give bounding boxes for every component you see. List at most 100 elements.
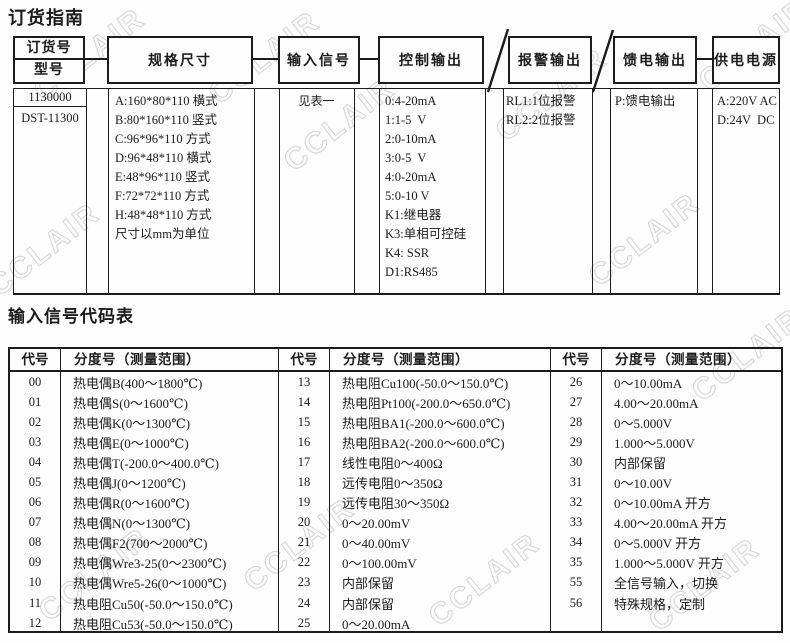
alarm-options-cell: RL1:1位报警 RL2:2位报警 (503, 89, 592, 293)
divider (329, 349, 331, 631)
range-cell: 1.000～5.000V (614, 435, 695, 451)
range-cell: 内部保留 (342, 596, 395, 612)
range-cell: 热电阻BA1(-200.0～600.0℃) (342, 415, 505, 431)
table-row: 15 热电阻BA1(-200.0～600.0℃) (279, 412, 550, 432)
code-cell: 02 (28, 414, 42, 429)
table-row: 21 0～40.00mV (279, 533, 550, 553)
code-cell: 22 (297, 555, 311, 570)
range-cell: 热电偶S(0～1600℃) (73, 395, 188, 411)
table-row: 17 线性电阻0～400Ω (279, 452, 550, 472)
range-cell: 4.00～20.00mA (614, 395, 699, 411)
table-row: 00 热电偶B(400～1800℃) (10, 372, 278, 392)
option-line: K1:继电器 (385, 208, 442, 222)
alarm-header-box: 报警输出 (508, 36, 592, 84)
feed-header-box: 馈电输出 (613, 36, 697, 84)
range-cell: 远传电阻30～350Ω (342, 496, 450, 512)
code-cell: 11 (28, 595, 42, 610)
option-line: P:馈电输出 (615, 94, 676, 108)
table-row: 23 内部保留 (279, 573, 550, 593)
code-cell: 20 (297, 515, 311, 530)
table-row: 18 远传电阻0～350Ω (279, 472, 550, 492)
code-cell: 32 (569, 495, 583, 510)
range-cell: 热电偶Wre3-25(0～2300℃) (73, 556, 227, 572)
option-line: 见表一 (298, 94, 335, 108)
table-row: 14 热电阻Pt100(-200.0～650.0℃) (279, 392, 550, 412)
code-cell: 55 (569, 575, 583, 590)
code-cell: 34 (569, 535, 583, 550)
divider (601, 349, 603, 631)
code-cell: 25 (297, 615, 311, 630)
table-group-3: 代号 分度号（测量范围） 26 0～10.00mA 27 4.00～20.00mA 28… (550, 349, 781, 631)
code-cell: 27 (569, 394, 583, 409)
range-cell: 1.000～5.000V 开方 (614, 556, 724, 572)
table-row: 02 热电偶K(0～1300℃) (10, 412, 278, 432)
table-row: 10 热电偶Wre5-26(0～1000℃) (10, 573, 278, 593)
table-row: 28 0～5.000V (551, 412, 781, 432)
option-line: 4:0-20mA (385, 170, 437, 184)
range-cell: 0～20.00mV (342, 516, 411, 532)
code-cell: 13 (297, 374, 311, 389)
order-no-header-box: 订货号 型号 (13, 36, 85, 84)
table-row: 30 内部保留 (551, 452, 781, 472)
table-row: 01 热电偶S(0～1600℃) (10, 392, 278, 412)
ordering-guide-title: 订货指南 (8, 8, 84, 28)
code-cell: 16 (297, 434, 311, 449)
option-line: D:96*48*110 横式 (115, 151, 212, 165)
table-row: 07 热电偶N(0～1300℃) (10, 513, 278, 533)
input-header-box: 输入信号 (278, 36, 360, 84)
option-line: RL2:2位报警 (506, 113, 576, 127)
table-group-2: 代号 分度号（测量范围） 13 热电阻Cu100(-50.0～150.0℃) 14 热… (278, 349, 550, 633)
code-cell: 01 (28, 394, 42, 409)
spec-options-cell: A:160*80*110 横式 B:80*160*110 竖式 C:96*96*11… (108, 89, 254, 293)
table-group-header: 代号 分度号（测量范围） (279, 349, 550, 372)
code-column-header: 代号 (290, 352, 318, 367)
range-cell: 热电偶T(-200.0～400.0℃) (73, 455, 219, 471)
option-line: F:72*72*110 方式 (115, 189, 210, 203)
code-cell: 29 (569, 434, 583, 449)
range-cell: 0～10.00mA 开方 (614, 496, 711, 512)
range-cell: 0～10.00V (614, 476, 673, 492)
option-line: K3:单相可控硅 (385, 227, 467, 241)
code-cell: 30 (569, 454, 583, 469)
range-cell: 4.00～20.00mA 开方 (614, 516, 728, 532)
code-cell: 33 (569, 515, 583, 530)
code-cell: 09 (28, 555, 42, 570)
range-cell: 0～5.000V 开方 (614, 536, 702, 552)
option-line: 1:1-5 V (385, 113, 427, 127)
code-cell: 10 (28, 575, 42, 590)
code-cell: 03 (28, 434, 42, 449)
table-group-header: 代号 分度号（测量范围） (10, 349, 278, 372)
code-cell: 05 (28, 475, 42, 490)
table-row: 25 0～20.00mA (279, 613, 550, 633)
table-group-header: 代号 分度号（测量范围） (551, 349, 781, 372)
option-line: 5:0-10 V (385, 189, 430, 203)
range-cell: 热电阻Cu53(-50.0～150.0℃) (73, 616, 233, 632)
slash-connectors (486, 28, 615, 93)
table-row: 19 远传电阻30～350Ω (279, 493, 550, 513)
table-row: 16 热电阻BA2(-200.0～600.0℃) (279, 432, 550, 452)
table-group-body: 26 0～10.00mA 27 4.00～20.00mA 28 0～5.000V 29 1.0… (551, 372, 781, 613)
divider (108, 89, 110, 293)
power-header-box: 供电电源 (712, 36, 780, 84)
feed-options-cell: P:馈电输出 (610, 89, 697, 293)
option-line: D1:RS485 (385, 265, 438, 279)
divider (60, 349, 62, 631)
table-row: 03 热电偶E(0～1000℃) (10, 432, 278, 452)
table-row: 05 热电偶J(0～1200℃) (10, 472, 278, 492)
divider (610, 89, 612, 293)
diagram-body: 1130000 DST-11300 A:160*80*110 横式 B:80*16… (13, 88, 780, 295)
option-line: B:80*160*110 竖式 (115, 113, 217, 127)
code-cell: 56 (569, 595, 583, 610)
signal-code-table: 代号 分度号（测量范围） 00 热电偶B(400～1800℃) 01 热电偶S(0～1… (8, 347, 783, 633)
range-cell: 热电阻Pt100(-200.0～650.0℃) (342, 395, 511, 411)
range-cell: 热电阻BA2(-200.0～600.0℃) (342, 435, 505, 451)
option-line: 0:4-20mA (385, 94, 437, 108)
table-row: 55 全信号输入，切换 (551, 573, 781, 593)
order-no-label: 订货号 (15, 38, 83, 60)
table-row: 32 0～10.00mA 开方 (551, 493, 781, 513)
code-cell: 19 (297, 495, 311, 510)
table-row: 34 0～5.000V 开方 (551, 533, 781, 553)
table-row: 08 热电偶F2(700～2000℃) (10, 533, 278, 553)
option-line: 尺寸以mm为单位 (115, 227, 210, 241)
range-cell: 热电偶E(0～1000℃) (73, 435, 189, 451)
